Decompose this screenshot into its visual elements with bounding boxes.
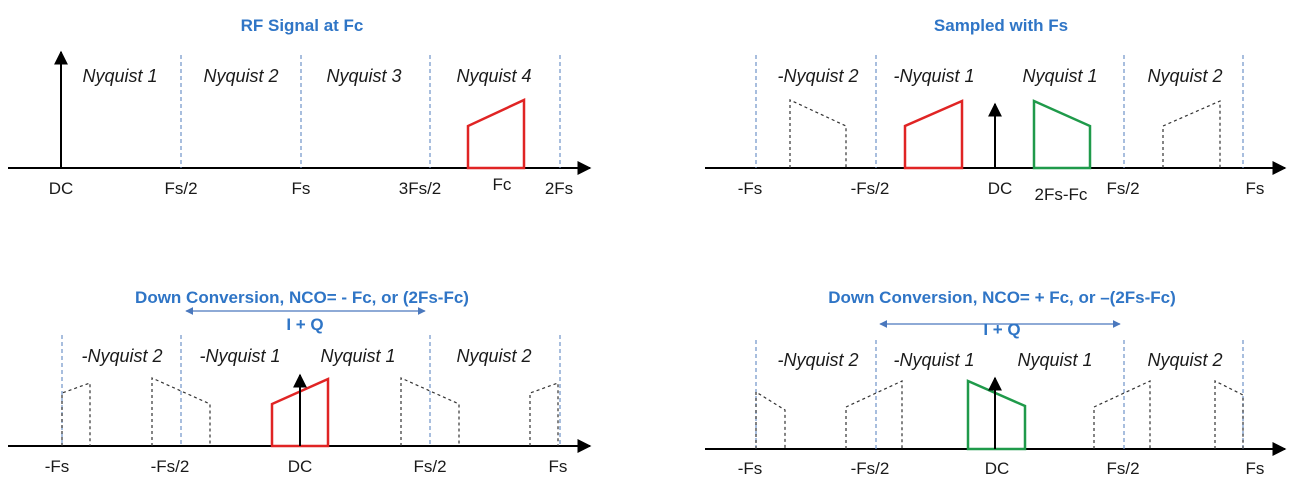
tick-label: Fs/2	[1106, 179, 1139, 198]
alias-band-ghost	[789, 99, 847, 168]
tick-label: Fs	[292, 179, 311, 198]
down-converted-band	[966, 379, 1027, 451]
panel-sampled: Sampled with Fs -Nyquist 2 -Nyquist 1 Ny…	[705, 16, 1287, 204]
iq-label: I + Q	[983, 320, 1020, 339]
tick-label: 3Fs/2	[399, 179, 442, 198]
tick-label: DC	[988, 179, 1013, 198]
nyquist-label: Nyquist 3	[326, 66, 401, 86]
nyquist-label: Nyquist 2	[1147, 350, 1222, 370]
down-converted-band	[270, 377, 330, 448]
alias-band-ghost	[1093, 380, 1151, 449]
tick-label: Fs	[549, 457, 568, 476]
tick-label: Fc	[493, 175, 512, 194]
tick-label: -Fs	[45, 457, 70, 476]
nyquist-label: Nyquist 1	[1022, 66, 1097, 86]
panel-title: Down Conversion, NCO= + Fc, or –(2Fs-Fc)	[828, 288, 1176, 307]
nyquist-label: -Nyquist 1	[893, 66, 974, 86]
iq-label: I + Q	[286, 315, 323, 334]
tick-label: -Fs/2	[851, 459, 890, 478]
tick-label: DC	[288, 457, 313, 476]
tick-label: DC	[49, 179, 74, 198]
panel-title: Down Conversion, NCO= - Fc, or (2Fs-Fc)	[135, 288, 469, 307]
tick-label: -Fs	[738, 179, 763, 198]
tick-label: -Fs/2	[151, 457, 190, 476]
alias-band-ghost	[61, 382, 91, 446]
tick-label: Fs	[1246, 179, 1265, 198]
nyquist-label: -Nyquist 2	[777, 350, 858, 370]
tick-label: -Fs/2	[851, 179, 890, 198]
tick-label: Fs/2	[164, 179, 197, 198]
alias-band-ghost	[1162, 100, 1221, 168]
tick-label: 2Fs	[545, 179, 573, 198]
nyquist-label: -Nyquist 1	[199, 346, 280, 366]
alias-band-ghost	[400, 377, 460, 446]
negative-image-band	[903, 99, 964, 170]
tick-label: DC	[985, 459, 1010, 478]
nyquist-label: Nyquist 1	[82, 66, 157, 86]
tick-label: Fs/2	[1106, 459, 1139, 478]
nyquist-label: -Nyquist 2	[81, 346, 162, 366]
panel-title: Sampled with Fs	[934, 16, 1068, 35]
rf-signal-band	[466, 98, 526, 170]
panel-rf-signal: RF Signal at Fc Nyquist 1 Nyquist 2 Nyqu…	[8, 16, 592, 198]
tick-label: -Fs	[738, 459, 763, 478]
aliased-band	[1032, 99, 1092, 170]
nyquist-label: Nyquist 1	[320, 346, 395, 366]
alias-band-ghost	[151, 377, 211, 446]
tick-label: Fs/2	[413, 457, 446, 476]
alias-band-ghost	[755, 390, 786, 449]
nyquist-label: -Nyquist 1	[893, 350, 974, 370]
nyquist-label: Nyquist 2	[456, 346, 531, 366]
alias-band-ghost	[1214, 380, 1244, 449]
panel-down-conversion-neg: Down Conversion, NCO= - Fc, or (2Fs-Fc) …	[8, 288, 592, 476]
nyquist-label: Nyquist 4	[456, 66, 531, 86]
nyquist-label: Nyquist 2	[1147, 66, 1222, 86]
nyquist-label: -Nyquist 2	[777, 66, 858, 86]
nyquist-label: Nyquist 1	[1017, 350, 1092, 370]
tick-label: 2Fs-Fc	[1035, 185, 1088, 204]
nyquist-label: Nyquist 2	[203, 66, 278, 86]
panel-down-conversion-pos: Down Conversion, NCO= + Fc, or –(2Fs-Fc)…	[705, 288, 1287, 478]
tick-label: Fs	[1246, 459, 1265, 478]
panel-title: RF Signal at Fc	[241, 16, 364, 35]
alias-band-ghost	[529, 382, 559, 446]
alias-band-ghost	[845, 380, 903, 449]
